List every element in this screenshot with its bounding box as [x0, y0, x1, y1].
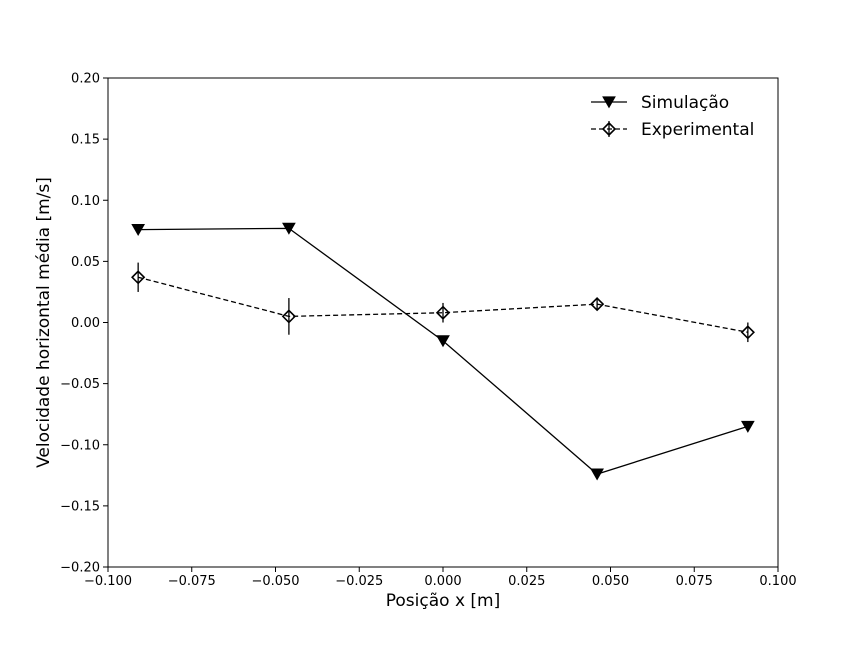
y-tick-label: −0.05 [60, 377, 100, 392]
legend-label: Experimental [641, 120, 754, 140]
x-tick-label: −0.025 [335, 574, 383, 589]
data-point [590, 468, 604, 481]
x-tick-label: 0.000 [424, 574, 461, 589]
y-tick-label: −0.20 [60, 561, 100, 576]
y-tick-label: 0.00 [71, 316, 100, 331]
x-tick-label: −0.100 [84, 574, 132, 589]
x-axis: −0.100 −0.075 −0.050 −0.025 0.000 0.025 0.050 0… [84, 567, 797, 589]
y-axis: −0.20 −0.15 −0.10 −0.05 0.00 0.05 0.10 0.15 0.20 [60, 72, 108, 576]
data-point [435, 305, 451, 320]
y-tick-label: −0.15 [60, 499, 100, 514]
series-0 [131, 222, 755, 481]
legend-entry-0: Simulação [591, 93, 729, 113]
data-point [131, 223, 146, 236]
y-tick-label: 0.20 [71, 72, 100, 87]
data-point [131, 270, 146, 285]
legend-marker [602, 96, 616, 109]
x-tick-label: 0.100 [759, 574, 796, 589]
legend: Simulação Experimental [591, 93, 754, 140]
x-tick-label: −0.050 [251, 574, 299, 589]
data-point [436, 335, 450, 348]
data-point [589, 297, 605, 312]
legend-label: Simulação [641, 93, 729, 113]
data-point [282, 222, 296, 235]
x-tick-label: 0.075 [676, 574, 713, 589]
y-tick-label: 0.05 [71, 255, 100, 270]
x-tick-label: 0.025 [508, 574, 545, 589]
y-tick-label: −0.10 [60, 438, 100, 453]
y-tick-label: 0.15 [71, 133, 100, 148]
series-line [137, 276, 748, 333]
data-point [740, 420, 755, 433]
x-tick-label: 0.050 [592, 574, 629, 589]
legend-marker [601, 121, 617, 137]
y-axis-title: Velocidade horizontal média [m/s] [34, 177, 54, 468]
y-tick-label: 0.10 [71, 194, 100, 209]
legend-entry-1: Experimental [591, 120, 754, 140]
data-point [740, 325, 755, 340]
series-layer [131, 222, 755, 481]
x-tick-label: −0.075 [168, 574, 216, 589]
series-1 [131, 262, 755, 343]
data-point [281, 309, 297, 324]
x-axis-title: Posição x [m] [386, 591, 500, 611]
